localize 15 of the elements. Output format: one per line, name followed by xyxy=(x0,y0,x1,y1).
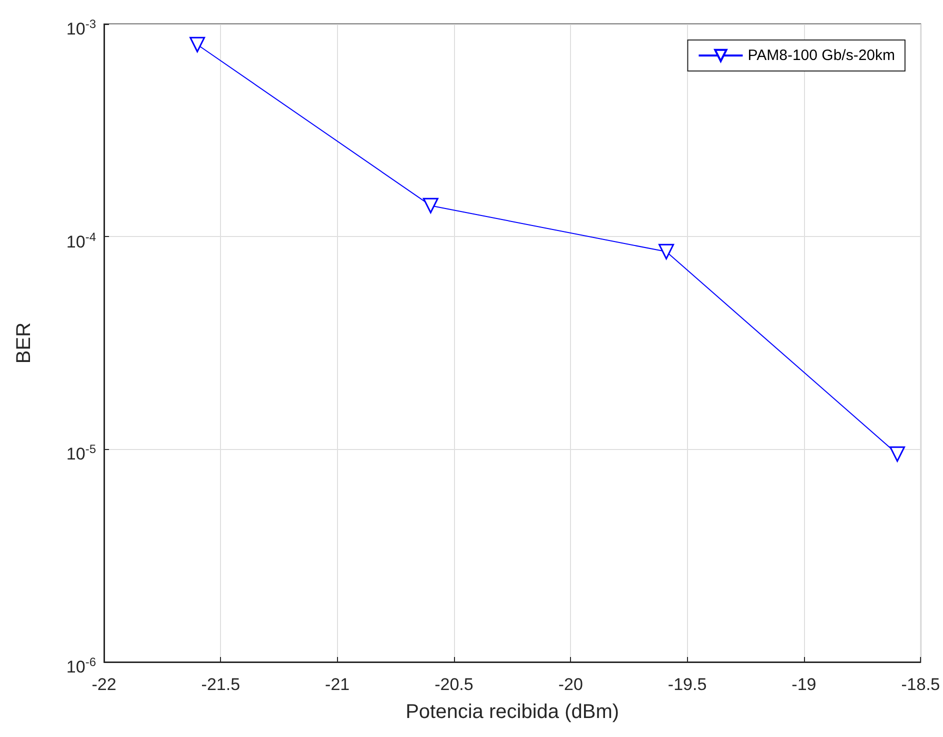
y-tick-label: 10$^{-4}$ xyxy=(66,228,96,254)
x-tick-label: -20 xyxy=(558,675,583,694)
x-axis-title: Potencia recibida (dBm) xyxy=(406,701,620,723)
y-tick-label: 10$^{-3}$ xyxy=(66,16,96,41)
x-tick-label: -21 xyxy=(325,675,350,694)
x-tick-label: -21.5 xyxy=(201,675,240,694)
x-tick-label: -19 xyxy=(792,675,816,694)
x-tick-label: -18.5 xyxy=(901,675,940,694)
x-tick-label: -22 xyxy=(92,675,116,694)
x-tick-label: -19.5 xyxy=(668,675,707,694)
y-tick-label: 10$^{-5}$ xyxy=(66,441,96,466)
legend-label: PAM8-100 Gb/s-20km xyxy=(748,47,896,64)
y-tick-label: 10$^{-6}$ xyxy=(66,655,96,677)
x-tick-label: -20.5 xyxy=(434,675,474,694)
y-axis-title: BER xyxy=(13,322,35,364)
